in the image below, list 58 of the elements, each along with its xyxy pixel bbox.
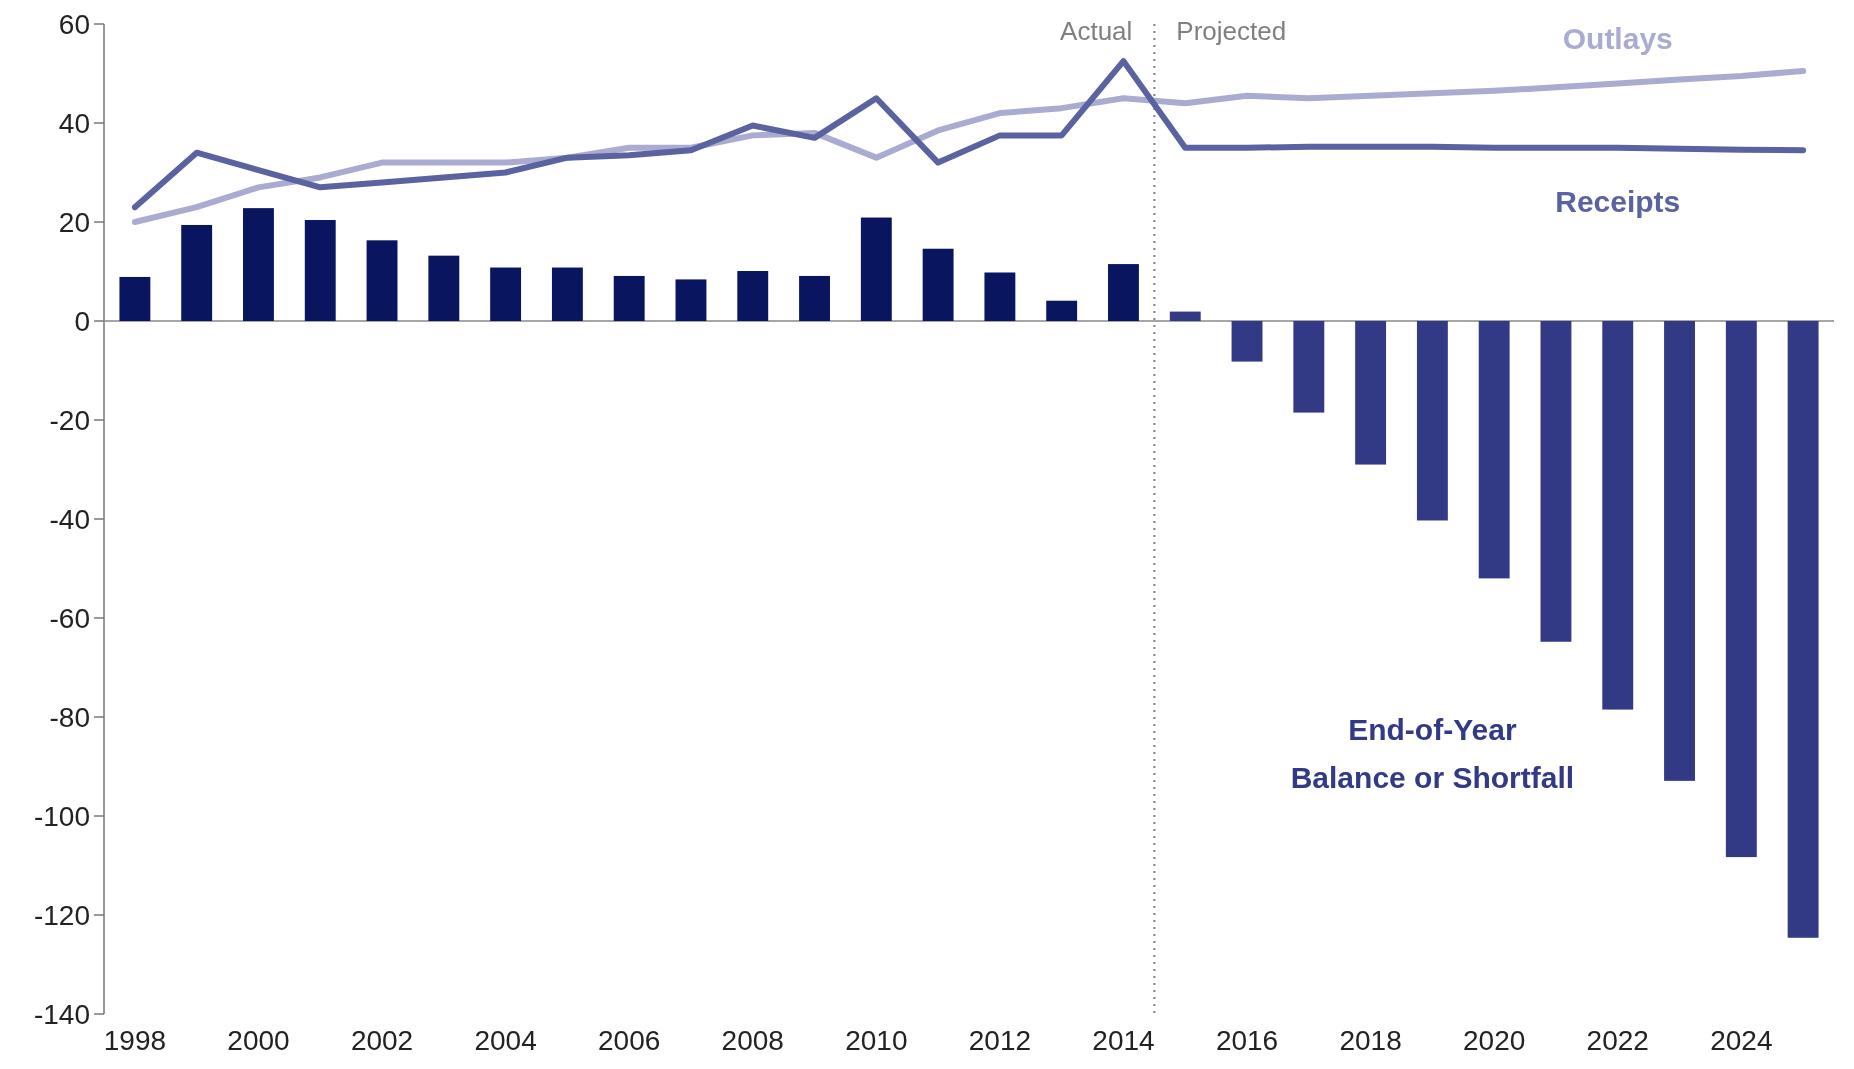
bar — [1108, 264, 1139, 321]
x-tick-label: 2002 — [350, 1025, 414, 1056]
x-tick-label: 2018 — [1339, 1025, 1402, 1056]
bar — [243, 208, 274, 321]
bar — [984, 272, 1016, 321]
series-label: Outlays — [1562, 22, 1673, 56]
bar — [613, 275, 645, 321]
bar — [1540, 321, 1572, 642]
annotation: Actual — [1060, 16, 1133, 46]
bar — [922, 248, 954, 321]
x-tick-label: 2016 — [1215, 1025, 1279, 1056]
bar — [1355, 321, 1387, 465]
x-tick-label: 2024 — [1710, 1025, 1773, 1056]
series-label: Receipts — [1555, 185, 1681, 219]
bar — [1664, 321, 1695, 781]
x-tick-label: 2000 — [227, 1025, 290, 1056]
x-tick-label: 2020 — [1463, 1025, 1526, 1056]
bar — [304, 220, 336, 321]
y-tick-label: -20 — [49, 404, 90, 436]
x-tick-label: 2010 — [845, 1025, 908, 1056]
y-tick-label: 60 — [58, 8, 90, 40]
bar — [1046, 300, 1078, 321]
y-tick-label: 0 — [74, 305, 90, 337]
bar — [119, 276, 151, 321]
x-tick-label: 2006 — [598, 1025, 661, 1056]
y-tick-label: -140 — [33, 998, 90, 1030]
y-tick-label: -100 — [33, 800, 90, 832]
annotation: Projected — [1176, 16, 1287, 46]
series-label: End-of-Year Balance or Shortfall — [1290, 713, 1575, 795]
bar — [1787, 321, 1819, 938]
y-tick-label: -80 — [49, 701, 90, 733]
bar — [1416, 321, 1448, 521]
y-tick-label: -60 — [49, 602, 90, 634]
bar — [1602, 321, 1634, 710]
x-tick-label: 2022 — [1586, 1025, 1649, 1056]
y-tick-label: -120 — [33, 899, 90, 931]
bar — [428, 255, 460, 321]
bar — [1293, 321, 1325, 413]
bar — [1231, 321, 1263, 362]
bar — [860, 217, 892, 321]
y-tick-label: 40 — [58, 107, 90, 139]
bar — [737, 271, 769, 321]
bar — [490, 267, 522, 321]
bar — [181, 224, 213, 321]
x-tick-label: 2012 — [968, 1025, 1032, 1056]
bar — [799, 275, 830, 321]
bar — [675, 279, 707, 321]
y-tick-label: -40 — [49, 503, 90, 535]
bar — [551, 267, 583, 321]
bar — [1478, 321, 1510, 579]
bar — [1725, 321, 1757, 858]
x-tick-label: 2008 — [721, 1025, 784, 1056]
x-tick-label: 2014 — [1092, 1025, 1155, 1056]
bar — [366, 240, 398, 321]
x-tick-label: 2004 — [474, 1025, 537, 1056]
x-tick-label: 1998 — [103, 1025, 167, 1056]
y-tick-label: 20 — [58, 206, 90, 238]
bar — [1169, 311, 1201, 321]
